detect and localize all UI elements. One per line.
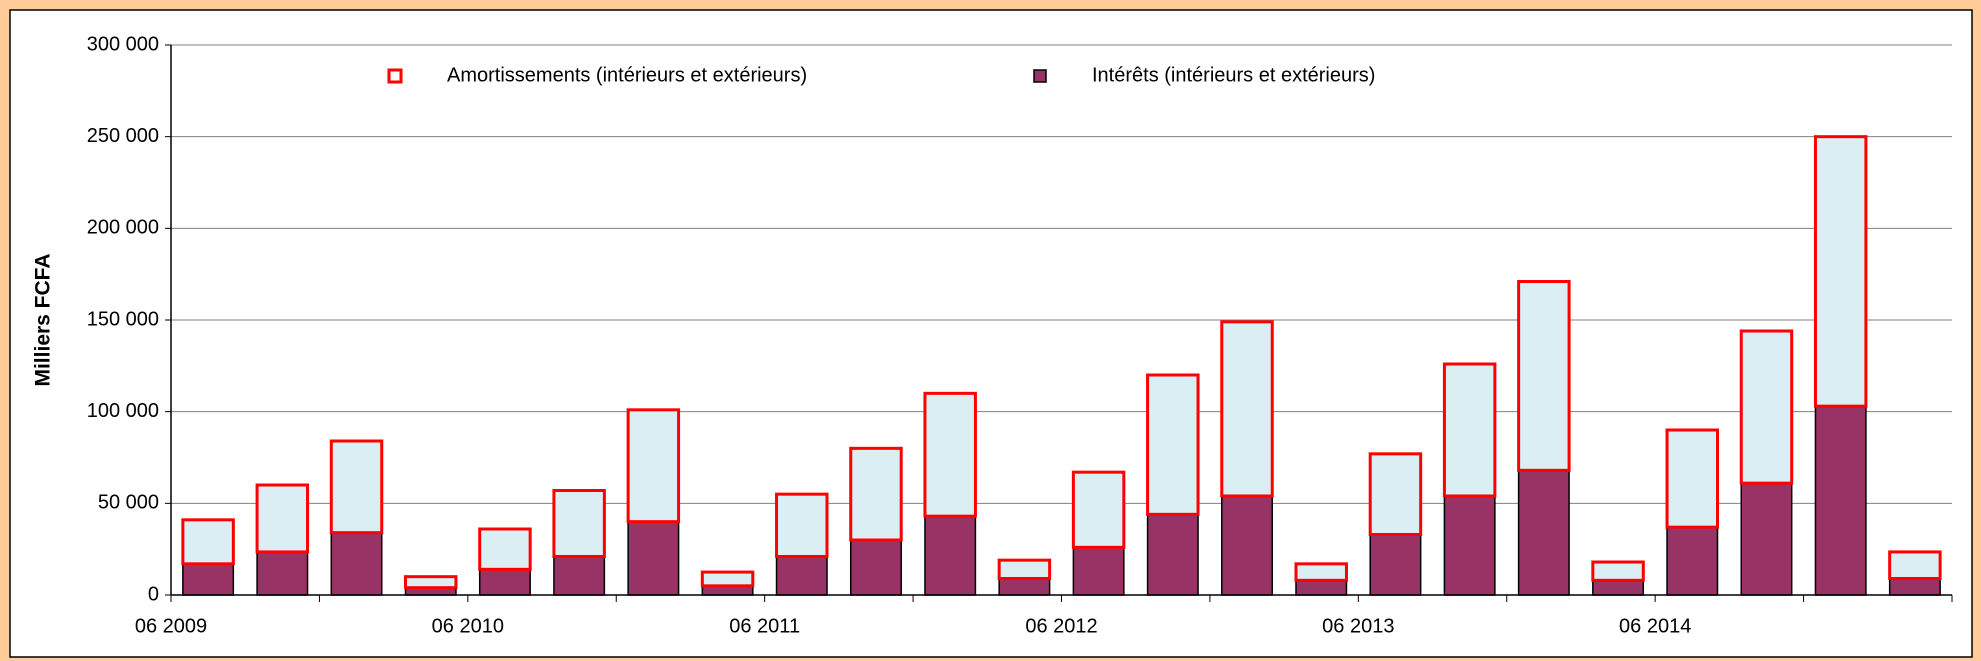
bar-segment (552, 489, 606, 558)
bar-segment (1442, 362, 1497, 498)
bar-segment (997, 558, 1052, 581)
bar-segment (256, 551, 309, 596)
bar-segment (1295, 579, 1348, 596)
x-tick-label: 06 2010 (432, 615, 504, 637)
bar-segment (627, 520, 680, 596)
legend-label: Intérêts (intérieurs et extérieurs) (1092, 64, 1375, 86)
bar-segment (182, 563, 235, 596)
bar-segment (478, 527, 532, 571)
bar-segment (181, 518, 235, 566)
bar-segment (1739, 329, 1794, 485)
bar-segment (1517, 280, 1571, 472)
bar-segment (329, 439, 384, 535)
legend-label: Amortissements (intérieurs et extérieurs… (447, 64, 807, 86)
bar-segment (923, 391, 977, 518)
x-tick-label: 06 2009 (135, 615, 207, 637)
x-tick-label: 06 2012 (1025, 615, 1097, 637)
y-tick-label: 150 000 (87, 308, 159, 330)
bar-segment (849, 539, 902, 596)
y-tick-label: 250 000 (87, 125, 159, 147)
x-tick-label: 06 2011 (729, 615, 800, 637)
bar-segment (553, 555, 606, 596)
legend-swatch (387, 68, 403, 84)
bar-segment (1888, 550, 1942, 581)
y-axis-title: Milliers FCFA (32, 253, 55, 386)
y-tick-label: 50 000 (98, 492, 159, 514)
bar-segment (1888, 577, 1941, 596)
bar-segment (1592, 579, 1645, 596)
bar-segment (700, 570, 755, 588)
bar-segment (924, 515, 977, 596)
bar-segment (1369, 533, 1422, 596)
bar-segment (1591, 560, 1645, 582)
y-tick-label: 0 (148, 583, 159, 605)
bar-segment (775, 555, 828, 596)
y-tick-label: 200 000 (87, 217, 159, 239)
bar-segment (1146, 373, 1200, 516)
bar-segment (255, 483, 310, 554)
x-tick-label: 06 2013 (1322, 615, 1394, 637)
y-tick-label: 100 000 (87, 400, 159, 422)
bar-segment (1072, 546, 1125, 596)
bar-segment (1665, 428, 1720, 529)
y-tick-label: 300 000 (87, 33, 159, 55)
bar-segment (478, 568, 531, 596)
bar-segment (1740, 482, 1793, 596)
bar-segment (330, 531, 383, 596)
bar-segment (1071, 470, 1126, 549)
bar-segment (998, 577, 1051, 596)
bar-segment (1368, 452, 1423, 537)
bar-segment (1220, 320, 1274, 498)
bar-segment (1666, 526, 1719, 596)
bar-segment (1294, 562, 1348, 582)
legend-swatch (1033, 69, 1047, 83)
bar-segment (1814, 405, 1867, 596)
bar-segment (775, 492, 829, 558)
bar-segment (1813, 135, 1868, 408)
bar-segment (1517, 469, 1570, 596)
bar-segment (1146, 513, 1199, 596)
bar-segment (849, 446, 903, 542)
bar-segment (403, 575, 458, 590)
bar-segment (1221, 495, 1274, 596)
x-tick-label: 06 2014 (1619, 615, 1691, 637)
bar-segment (626, 408, 681, 524)
bar-segment (1443, 495, 1496, 596)
